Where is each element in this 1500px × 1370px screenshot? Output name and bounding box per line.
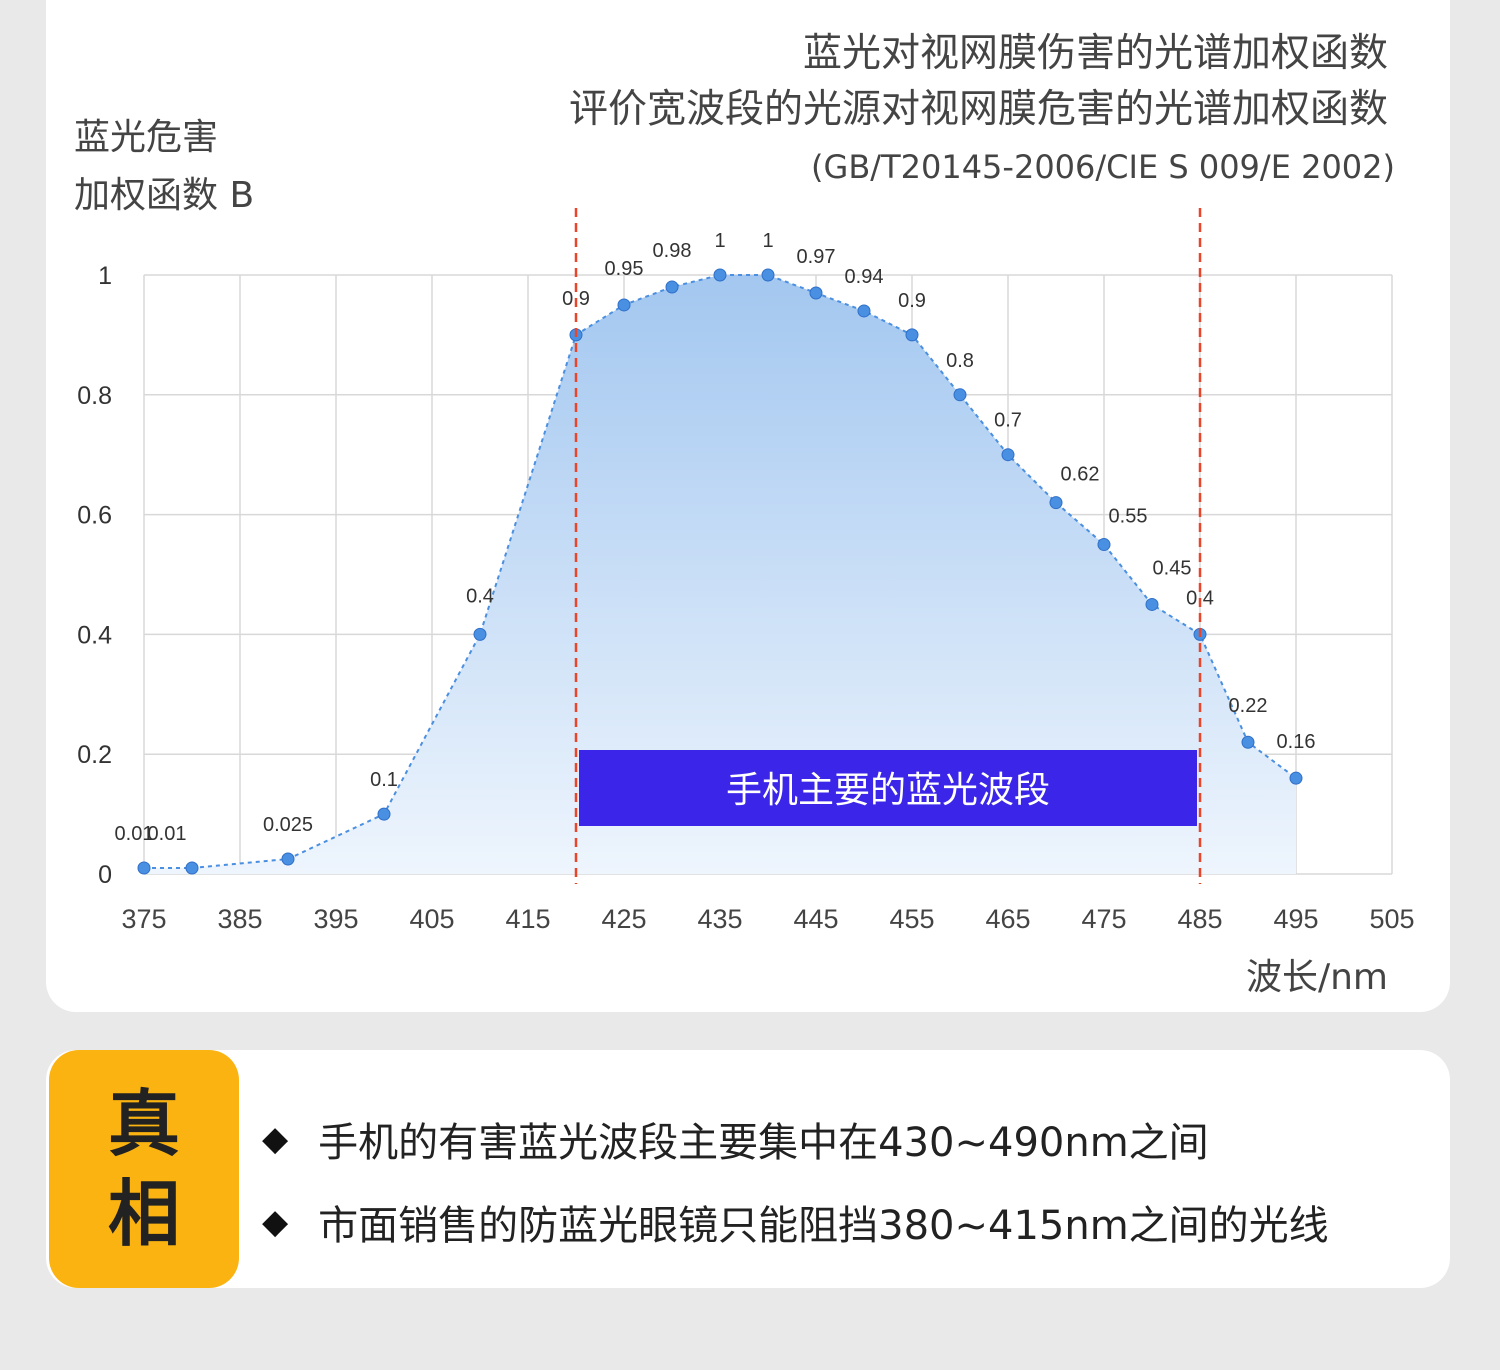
diamond-bullet-icon: ◆ (262, 1202, 289, 1242)
data-label: 0.94 (845, 266, 884, 288)
diamond-bullet-icon: ◆ (262, 1119, 289, 1159)
y-tick-label: 1 (98, 262, 112, 290)
data-point (1001, 448, 1015, 462)
x-tick-label: 435 (697, 904, 742, 934)
data-point (761, 268, 775, 282)
data-point (377, 807, 391, 821)
x-tick-label: 485 (1177, 904, 1222, 934)
x-tick-label: 385 (217, 904, 262, 934)
data-point (713, 268, 727, 282)
data-point (281, 852, 295, 866)
fact-text-1: 手机的有害蓝光波段主要集中在430~490nm之间 (318, 1120, 1209, 1166)
band-box (579, 750, 1197, 826)
fact-item: ◆ 手机的有害蓝光波段主要集中在430~490nm之间 (262, 1110, 1209, 1168)
x-tick-label: 505 (1369, 904, 1414, 934)
x-tick-label: 495 (1273, 904, 1318, 934)
fact-item: ◆ 市面销售的防蓝光眼镜只能阻挡380~415nm之间的光线 (262, 1193, 1329, 1251)
fact-text-2: 市面销售的防蓝光眼镜只能阻挡380~415nm之间的光线 (318, 1203, 1329, 1249)
x-tick-label: 395 (313, 904, 358, 934)
data-label: 0.22 (1229, 695, 1268, 717)
data-label: 0.97 (797, 246, 836, 268)
data-point (1049, 496, 1063, 510)
y-tick-label: 0.6 (77, 502, 112, 530)
data-label: 0.01 (148, 823, 187, 845)
data-label: 0.025 (263, 814, 313, 836)
data-label: 0.01 (115, 823, 154, 845)
y-tick-label: 0.2 (77, 741, 112, 769)
data-label: 0.62 (1061, 464, 1100, 486)
data-label: 1 (714, 230, 725, 252)
data-label: 0.7 (994, 410, 1022, 432)
data-point (1097, 538, 1111, 552)
y-tick-label: 0 (98, 861, 112, 889)
blue-light-hazard-chart: 0.010.01 0.025 0.1 0.4 0.9 0.95 0.98 1 1 0.97 0.94… (77, 208, 1415, 934)
x-tick-label: 425 (601, 904, 646, 934)
data-label: 0.45 (1153, 557, 1192, 579)
data-point (617, 298, 631, 312)
x-tick-label: 455 (889, 904, 934, 934)
data-point (1289, 771, 1303, 785)
data-point (905, 328, 919, 342)
badge-char-1: 真 (107, 1081, 180, 1166)
data-label: 0.8 (946, 350, 974, 372)
y-axis-label-line2: 加权函数 B (74, 175, 255, 216)
data-point (857, 304, 871, 318)
y-axis-label-line1: 蓝光危害 (74, 117, 219, 158)
data-point (137, 861, 151, 875)
data-point (185, 861, 199, 875)
data-point (473, 627, 487, 641)
chart-title: 蓝光对视网膜伤害的光谱加权函数 (802, 31, 1388, 76)
facts-card (46, 1050, 1450, 1288)
data-point (953, 388, 967, 402)
y-tick-label: 0.8 (77, 382, 112, 410)
data-label: 0.4 (466, 585, 494, 607)
data-point (1145, 597, 1159, 611)
data-label: 0.9 (898, 290, 926, 312)
data-point (1241, 735, 1255, 749)
x-tick-label: 375 (121, 904, 166, 934)
chart-subtitle: 评价宽波段的光源对视网膜危害的光谱加权函数 (568, 87, 1388, 132)
standard-reference: (GB/T20145-2006/CIE S 009/E 2002) (811, 148, 1395, 186)
data-label: 0.16 (1277, 731, 1316, 753)
x-tick-label: 405 (409, 904, 454, 934)
data-label: 0.1 (370, 769, 398, 791)
y-tick-label: 0.4 (77, 621, 112, 649)
data-point (809, 286, 823, 300)
badge-char-2: 相 (107, 1171, 180, 1256)
data-label: 0.98 (653, 240, 692, 262)
data-point (665, 280, 679, 294)
x-tick-label: 415 (505, 904, 550, 934)
x-tick-label: 445 (793, 904, 838, 934)
x-tick-label: 475 (1081, 904, 1126, 934)
band-label: 手机主要的蓝光波段 (726, 770, 1050, 811)
data-label: 0.95 (605, 258, 644, 280)
data-label: 0.55 (1109, 506, 1148, 528)
x-axis-label: 波长/nm (1245, 957, 1388, 998)
x-tick-label: 465 (985, 904, 1030, 934)
truth-badge: 真 相 (49, 1050, 239, 1288)
data-label: 1 (762, 230, 773, 252)
